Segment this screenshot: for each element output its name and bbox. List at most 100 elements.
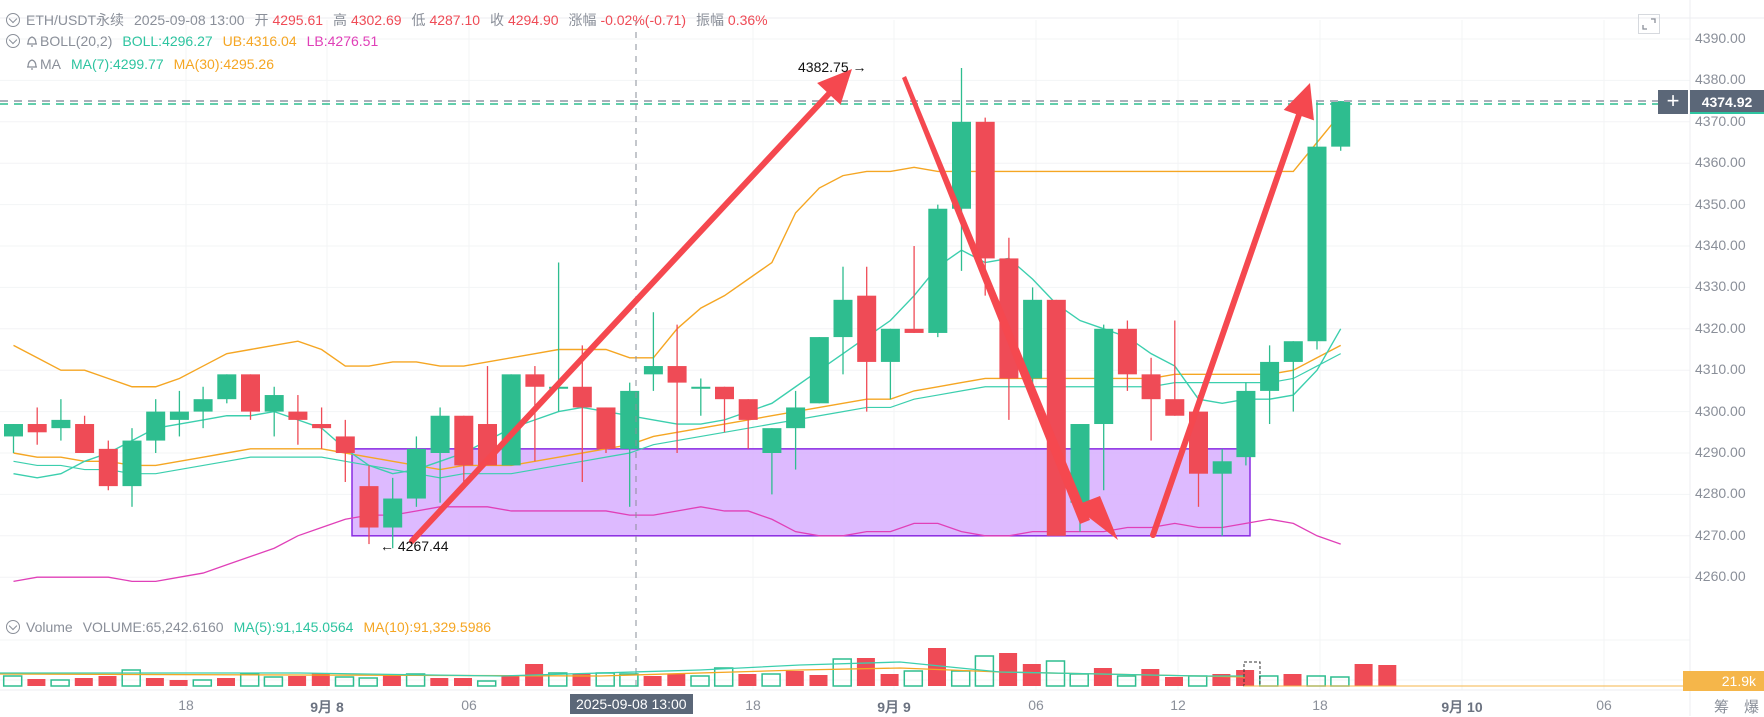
candle-body[interactable] — [928, 208, 948, 333]
volume-bar — [1378, 665, 1397, 686]
high-marker-value: 4382.75 — [798, 59, 849, 75]
candle-body[interactable] — [715, 386, 734, 400]
candle-body[interactable] — [312, 424, 332, 429]
candle-body[interactable] — [525, 374, 545, 387]
candle-body[interactable] — [620, 390, 640, 449]
volume-bar — [1354, 664, 1373, 686]
ohlc-legend: ETH/USDT永续 2025-09-08 13:00 开 4295.61 高 … — [6, 10, 778, 30]
candle-body[interactable] — [904, 328, 924, 333]
time-axis-label: 9月 8 — [310, 699, 344, 715]
candle-body[interactable] — [1141, 374, 1161, 400]
candle-body[interactable] — [762, 428, 782, 453]
add-alert-button[interactable]: + — [1658, 90, 1688, 114]
candle-body[interactable] — [406, 448, 426, 499]
candle-body[interactable] — [1070, 424, 1090, 503]
candle-body[interactable] — [51, 419, 71, 429]
candle-body[interactable] — [667, 366, 687, 383]
candle-body[interactable] — [1283, 341, 1303, 362]
datetime-label: 2025-09-08 13:00 — [134, 12, 245, 28]
volume-bar — [950, 670, 971, 687]
bell-icon[interactable] — [26, 58, 38, 70]
low-marker: ← 4267.44 — [380, 538, 449, 554]
candle-body[interactable] — [1331, 101, 1351, 147]
candle-body[interactable] — [786, 407, 806, 429]
candle-body[interactable] — [27, 424, 47, 433]
volume-bar — [1330, 676, 1350, 687]
down-arrow-shaft — [902, 76, 1090, 524]
candle-body[interactable] — [4, 424, 23, 437]
candle-body[interactable] — [383, 498, 403, 528]
price-axis-label: 4360.00 — [1695, 154, 1746, 171]
candle-body[interactable] — [169, 411, 189, 420]
candle-body[interactable] — [359, 486, 379, 528]
candle-body[interactable] — [691, 386, 711, 389]
candle-body[interactable] — [857, 295, 877, 362]
candle-body[interactable] — [1260, 361, 1280, 391]
candle-body[interactable] — [264, 395, 284, 412]
candle-body[interactable] — [241, 374, 260, 412]
candle-body[interactable] — [1165, 399, 1185, 416]
candle-body[interactable] — [572, 386, 592, 408]
volume-bar — [288, 676, 307, 686]
volume-bar — [572, 674, 591, 686]
high-label: 高 — [333, 12, 348, 28]
collapse-toggle-icon[interactable] — [6, 34, 20, 48]
candle-body[interactable] — [1212, 461, 1232, 474]
volume-bar — [999, 653, 1018, 686]
volume-bar — [1165, 677, 1183, 686]
candle-body[interactable] — [1189, 411, 1208, 474]
candle-body[interactable] — [193, 399, 213, 412]
time-axis-label: 18 — [178, 697, 194, 713]
fullscreen-button[interactable] — [1638, 14, 1660, 34]
chips-button[interactable]: 筹 — [1714, 699, 1730, 716]
expand-icon — [1642, 18, 1656, 30]
collapse-toggle-icon[interactable] — [6, 620, 20, 634]
candle-body[interactable] — [288, 411, 308, 420]
candle-body[interactable] — [454, 415, 474, 466]
candle-body[interactable] — [146, 411, 166, 441]
collapse-toggle-icon[interactable] — [6, 13, 20, 27]
candle-body[interactable] — [122, 440, 142, 487]
low-value: 4287.10 — [429, 12, 481, 28]
volume-bar — [239, 673, 260, 687]
candle-body[interactable] — [880, 328, 900, 362]
liquidation-button[interactable]: 爆 — [1744, 699, 1760, 716]
change-value: -0.02%(-0.71) — [600, 12, 687, 28]
candle-body[interactable] — [1117, 328, 1137, 375]
time-axis-label: 9月 10 — [1441, 699, 1483, 715]
boll-name: BOLL(20,2) — [40, 33, 113, 49]
candle-body[interactable] — [98, 448, 118, 487]
candle-body[interactable] — [1023, 299, 1043, 379]
candle-body[interactable] — [75, 424, 95, 453]
candle-body[interactable] — [1046, 299, 1066, 536]
candle-body[interactable] — [1094, 328, 1114, 425]
volume-bar — [880, 674, 899, 686]
amplitude-value: 0.36% — [727, 12, 768, 28]
candle-body[interactable] — [643, 366, 663, 375]
candle-body[interactable] — [1307, 146, 1327, 342]
volume-bar — [1283, 674, 1302, 686]
candle-body[interactable] — [430, 415, 450, 453]
candle-body[interactable] — [501, 374, 521, 466]
candle-body[interactable] — [1236, 390, 1256, 458]
volume-bar — [263, 676, 284, 687]
candle-body[interactable] — [975, 121, 995, 259]
crosshair-time-label: 2025-09-08 13:00 — [570, 694, 693, 714]
candle-body[interactable] — [217, 374, 237, 400]
candle-body[interactable] — [809, 337, 829, 404]
bell-icon[interactable] — [26, 35, 38, 47]
close-value: 4294.90 — [507, 12, 559, 28]
candle-body[interactable] — [952, 121, 971, 209]
candle-body[interactable] — [738, 399, 758, 420]
candle-body[interactable] — [833, 299, 853, 338]
down-arrow-head — [1074, 496, 1118, 540]
candle-body[interactable] — [596, 407, 616, 449]
candle-body[interactable] — [335, 436, 355, 453]
price-axis-label: 4330.00 — [1695, 278, 1746, 295]
boll-lb: LB:4276.51 — [306, 33, 379, 49]
volume-value: VOLUME:65,242.6160 — [82, 619, 224, 635]
volume-bar — [169, 680, 188, 686]
volume-bar — [50, 679, 70, 687]
volume-bar — [1259, 675, 1279, 687]
